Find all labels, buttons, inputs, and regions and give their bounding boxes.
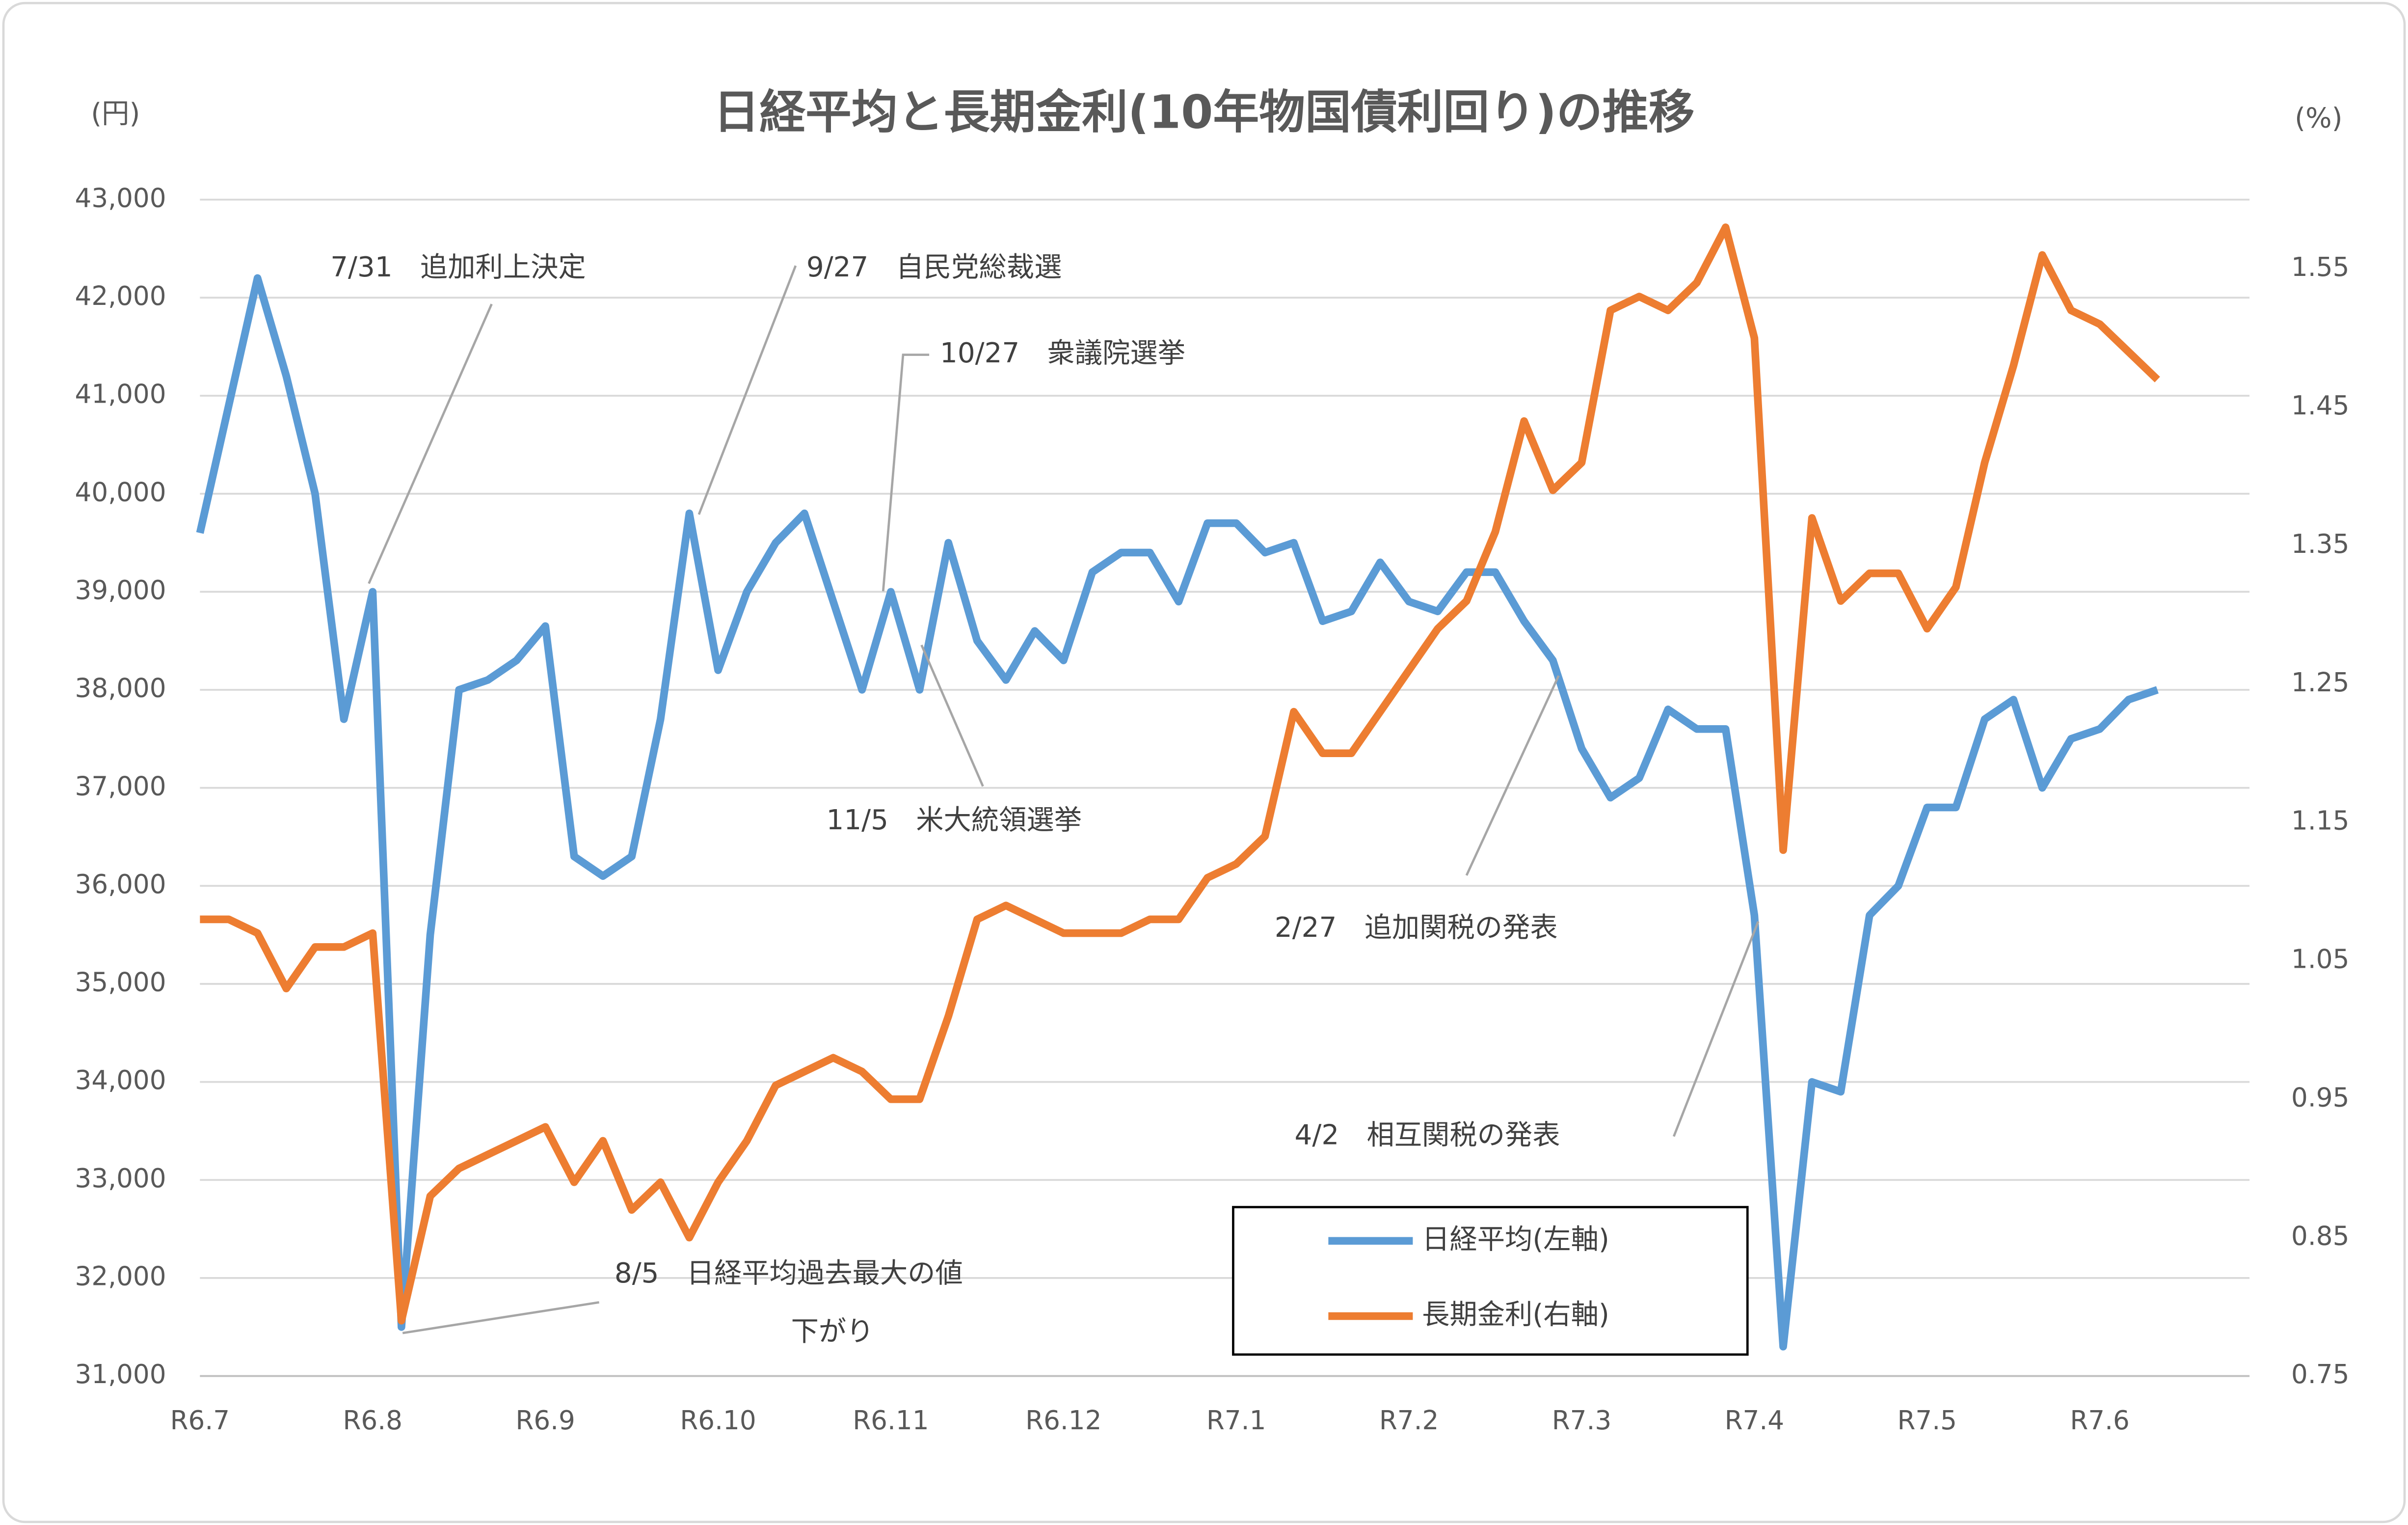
x-tick-label: R7.6: [2070, 1405, 2129, 1436]
x-tick-label: R6.9: [515, 1405, 575, 1436]
annotation-leader: [920, 644, 984, 787]
y-tick-label: 43,000: [75, 183, 166, 213]
data-line: [196, 274, 2159, 1351]
y-tick-label: 32,000: [75, 1261, 166, 1292]
y-tick-label: 41,000: [75, 379, 166, 409]
y-tick-label: 34,000: [75, 1065, 166, 1095]
annotation: 11/5 米大統領選挙: [827, 804, 1082, 836]
y2-tick-label: 1.05: [2291, 944, 2349, 975]
x-tick-label: R7.2: [1379, 1405, 1439, 1436]
legend-label: 日経平均(左軸): [1422, 1224, 1609, 1255]
legend-box: [1232, 1206, 1749, 1356]
y-tick-label: 42,000: [75, 281, 166, 311]
y-tick-label: 38,000: [75, 673, 166, 704]
annotation-leader: [697, 265, 797, 515]
x-tick-label: R6.11: [853, 1405, 929, 1436]
y2-axis-label: (%): [2295, 103, 2342, 135]
annotation-leader: [882, 354, 930, 592]
annotation: 7/31 追加利上決定: [330, 251, 586, 283]
y2-tick-label: 1.25: [2291, 667, 2349, 698]
y-tick-label: 35,000: [75, 967, 166, 998]
y-tick-label: 31,000: [75, 1359, 166, 1389]
annotation: 9/27 自民党総裁選: [806, 251, 1062, 283]
annotation-leader: [1672, 921, 1760, 1137]
x-tick-label: R7.5: [1897, 1405, 1956, 1436]
y2-tick-label: 1.15: [2291, 806, 2349, 836]
data-line: [200, 223, 2160, 1325]
x-tick-label: R6.12: [1025, 1405, 1101, 1436]
y-tick-label: 40,000: [75, 477, 166, 507]
annotation-leader: [368, 303, 493, 584]
annotation-leader: [1465, 675, 1560, 876]
annotation-leader: [402, 1301, 599, 1334]
y-tick-label: 37,000: [75, 771, 166, 801]
annotation: 4/2 相互関税の発表: [1295, 1119, 1560, 1151]
y2-tick-label: 0.75: [2291, 1359, 2349, 1389]
x-tick-label: R6.10: [680, 1405, 756, 1436]
y-tick-label: 39,000: [75, 575, 166, 605]
legend: 日経平均(左軸) 長期金利(右軸): [1232, 1206, 1749, 1356]
annotation: 2/27 追加関税の発表: [1275, 912, 1558, 944]
chart-title: 日経平均と長期金利(10年物国債利回り)の推移: [713, 85, 1694, 139]
y2-tick-label: 1.45: [2291, 390, 2349, 421]
annotation: 10/27 衆議院選挙: [940, 337, 1185, 369]
x-tick-label: R6.7: [170, 1405, 230, 1436]
y-tick-label: 33,000: [75, 1163, 166, 1194]
y-tick-label: 36,000: [75, 869, 166, 899]
y2-tick-label: 0.85: [2291, 1221, 2349, 1251]
legend-label: 長期金利(右軸): [1422, 1299, 1609, 1331]
y2-tick-label: 0.95: [2291, 1082, 2349, 1113]
y-axis-label: (円): [91, 98, 140, 130]
annotation: 下がり: [791, 1316, 874, 1348]
y2-tick-label: 1.55: [2291, 252, 2349, 282]
x-tick-label: R7.4: [1725, 1405, 1784, 1436]
x-tick-label: R7.1: [1206, 1405, 1266, 1436]
annotation: 8/5 日経平均過去最大の値: [615, 1257, 963, 1289]
x-tick-label: R6.8: [343, 1405, 402, 1436]
y2-tick-label: 1.35: [2291, 529, 2349, 559]
x-tick-label: R7.3: [1552, 1405, 1611, 1436]
